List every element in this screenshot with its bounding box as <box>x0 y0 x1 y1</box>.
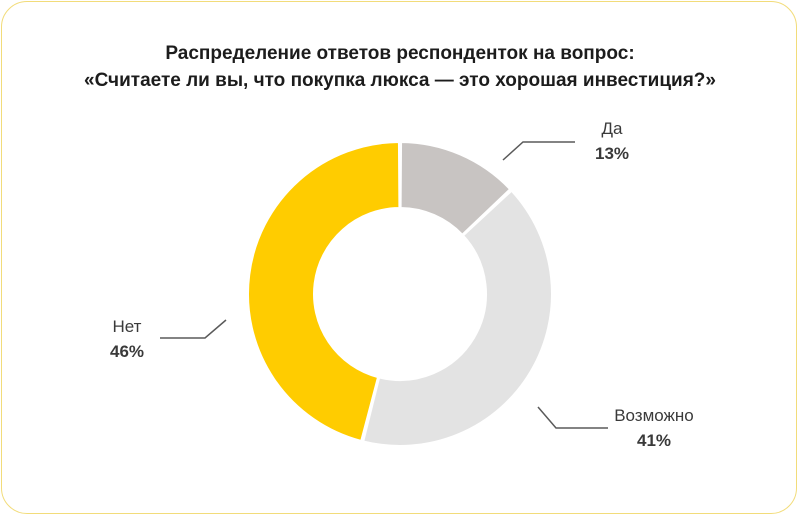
chart-title: Распределение ответов респонденток на во… <box>0 40 800 94</box>
donut-slice-1 <box>362 189 553 447</box>
chart-title-line-2: «Считаете ли вы, что покупка люкса — это… <box>84 70 716 91</box>
donut-slices <box>247 141 553 447</box>
donut-slice-0 <box>399 141 512 236</box>
slice-label-vozmozhno: Возможно <box>614 406 694 425</box>
slice-value-net: 46% <box>110 342 144 361</box>
leader-line-vozmozhno <box>537 406 608 429</box>
slice-label-net: Нет <box>113 317 142 336</box>
leader-line-da <box>502 141 575 161</box>
slice-value-da: 13% <box>595 144 629 163</box>
leader-line-net <box>160 319 227 339</box>
slice-value-vozmozhno: 41% <box>637 431 671 450</box>
slice-label-da: Да <box>602 119 624 138</box>
donut-slice-2 <box>247 141 401 442</box>
chart-title-line-1: Распределение ответов респонденток на во… <box>165 43 635 64</box>
